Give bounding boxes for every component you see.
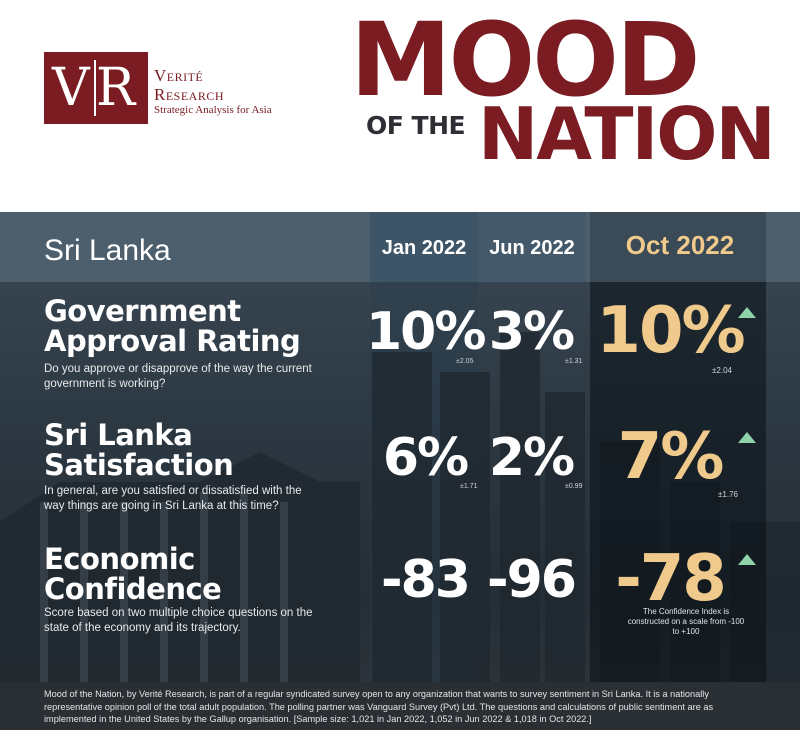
trend-up-icon (738, 432, 756, 443)
metric-question: In general, are you satisfied or dissati… (44, 485, 302, 512)
metric-title-line1: Government (44, 294, 241, 328)
jun-header-band (478, 212, 586, 282)
title-of-the: OF THE (366, 111, 466, 140)
logo-mark: V R (44, 52, 148, 124)
trend-up-icon (738, 554, 756, 565)
value-jun: 2% (488, 428, 575, 488)
metric-question: Score based on two multiple choice quest… (44, 607, 313, 634)
value-jun: 3% (488, 302, 575, 362)
value-jan: 6% (382, 428, 469, 488)
metric-title-line2: Confidence (44, 572, 222, 606)
country-label: Sri Lanka (44, 234, 171, 267)
value-jun: -96 (487, 550, 577, 610)
metric-title-government-approval: Government Approval Rating (44, 294, 301, 358)
column-header-jan: Jan 2022 (381, 237, 467, 259)
column-header-jun: Jun 2022 (489, 237, 575, 259)
margin-of-error-jan: ±1.71 (460, 483, 478, 490)
value-oct: -78 (615, 542, 727, 616)
brand-name-line1: Verité (154, 66, 204, 85)
value-jan: -83 (381, 550, 471, 610)
metric-title-line2: Satisfaction (44, 448, 234, 482)
margin-of-error-jun: ±1.31 (565, 358, 583, 365)
brand-tagline: Strategic Analysis for Asia (154, 104, 272, 116)
margin-of-error-jan: ±2.05 (456, 358, 474, 365)
footer: Mood of the Nation, by Verité Research, … (0, 682, 800, 730)
logo-divider (94, 60, 96, 116)
value-oct: 10% (596, 294, 745, 368)
results-panel: Sri Lanka Jan 2022 Jun 2022 Oct 2022 Gov… (0, 212, 800, 730)
title-nation: NATION (478, 92, 776, 176)
brand-name-line2: Research (154, 85, 225, 104)
oct-header-band (590, 212, 766, 282)
metric-title-sri-lanka-satisfaction: Sri Lanka Satisfaction (44, 418, 234, 482)
margin-of-error-oct: ±2.04 (712, 366, 732, 375)
metric-title-line1: Sri Lanka (44, 418, 193, 452)
title-mood: MOOD (350, 1, 701, 120)
metric-title-economic-confidence: Economic Confidence (44, 542, 222, 606)
logo-text: Verité Research Strategic Analysis for A… (154, 66, 272, 117)
logo-letter-r: R (96, 58, 136, 118)
value-oct: 7% (617, 420, 725, 494)
metric-question: Do you approve or disapprove of the way … (44, 363, 312, 390)
verite-research-logo: V R Verité Research Strategic Analysis f… (44, 52, 274, 124)
margin-of-error-jun: ±0.99 (565, 483, 583, 490)
header: V R Verité Research Strategic Analysis f… (0, 0, 800, 212)
methodology-note: Mood of the Nation, by Verité Research, … (44, 689, 714, 724)
confidence-index-note: The Confidence Index is constructed on a… (627, 607, 745, 636)
margin-of-error-oct: ±1.76 (718, 490, 738, 499)
metric-title-line2: Approval Rating (44, 324, 301, 358)
jan-header-band (370, 212, 478, 282)
value-jan: 10% (366, 302, 486, 362)
column-header-oct: Oct 2022 (625, 230, 735, 260)
oct-column-shade (590, 282, 766, 682)
trend-up-icon (738, 307, 756, 318)
logo-letter-v: V (52, 58, 90, 118)
metric-title-line1: Economic (44, 542, 195, 576)
